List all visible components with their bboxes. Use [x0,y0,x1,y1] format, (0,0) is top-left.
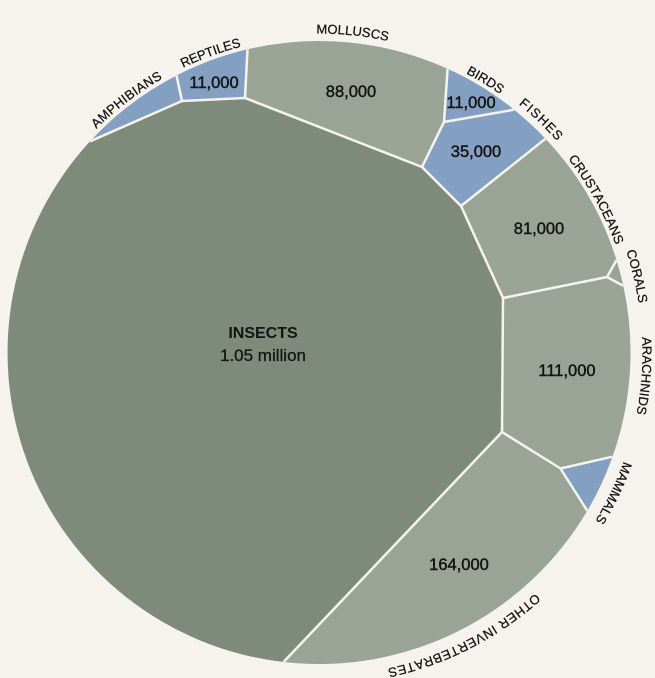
svg-text:N: N [637,383,653,394]
svg-text:88,000: 88,000 [326,83,376,101]
svg-text:81,000: 81,000 [514,220,564,238]
svg-text:C: C [639,364,654,374]
svg-text:I: I [637,392,652,398]
svg-text:L: L [337,22,345,37]
svg-text:C: C [370,26,382,42]
svg-text:R: R [639,346,654,355]
svg-text:M: M [316,21,327,36]
svg-text:11,000: 11,000 [189,74,238,92]
svg-text:35,000: 35,000 [451,143,501,161]
svg-text:D: D [635,396,651,408]
svg-text:A: A [631,277,648,289]
svg-text:I: I [211,42,219,57]
svg-text:S: S [634,405,650,417]
svg-text:I: I [489,622,500,637]
svg-text:O: O [327,22,338,37]
svg-text:S: S [361,24,372,40]
svg-text:O: O [626,257,643,271]
svg-text:1.05 million: 1.05 million [220,346,306,365]
svg-text:L: L [214,40,226,57]
svg-text:U: U [352,23,363,39]
svg-text:C: C [623,248,640,261]
svg-text:L: L [344,23,353,39]
svg-text:S: S [379,27,391,44]
svg-text:I: I [472,67,483,82]
svg-text:M: M [617,460,635,475]
svg-text:A: A [639,337,654,347]
svg-text:R: R [629,267,646,280]
svg-text:L: L [633,285,649,295]
svg-text:INSECTS: INSECTS [228,325,298,342]
svg-text:E: E [396,662,408,678]
svg-text:111,000: 111,000 [538,362,595,380]
svg-text:11,000: 11,000 [446,94,495,112]
svg-text:A: A [639,355,654,364]
svg-text:S: S [634,293,650,304]
svg-text:I: I [129,84,141,98]
svg-text:164,000: 164,000 [429,556,489,574]
svg-text:H: H [638,373,654,384]
svg-text:S: S [387,664,399,678]
